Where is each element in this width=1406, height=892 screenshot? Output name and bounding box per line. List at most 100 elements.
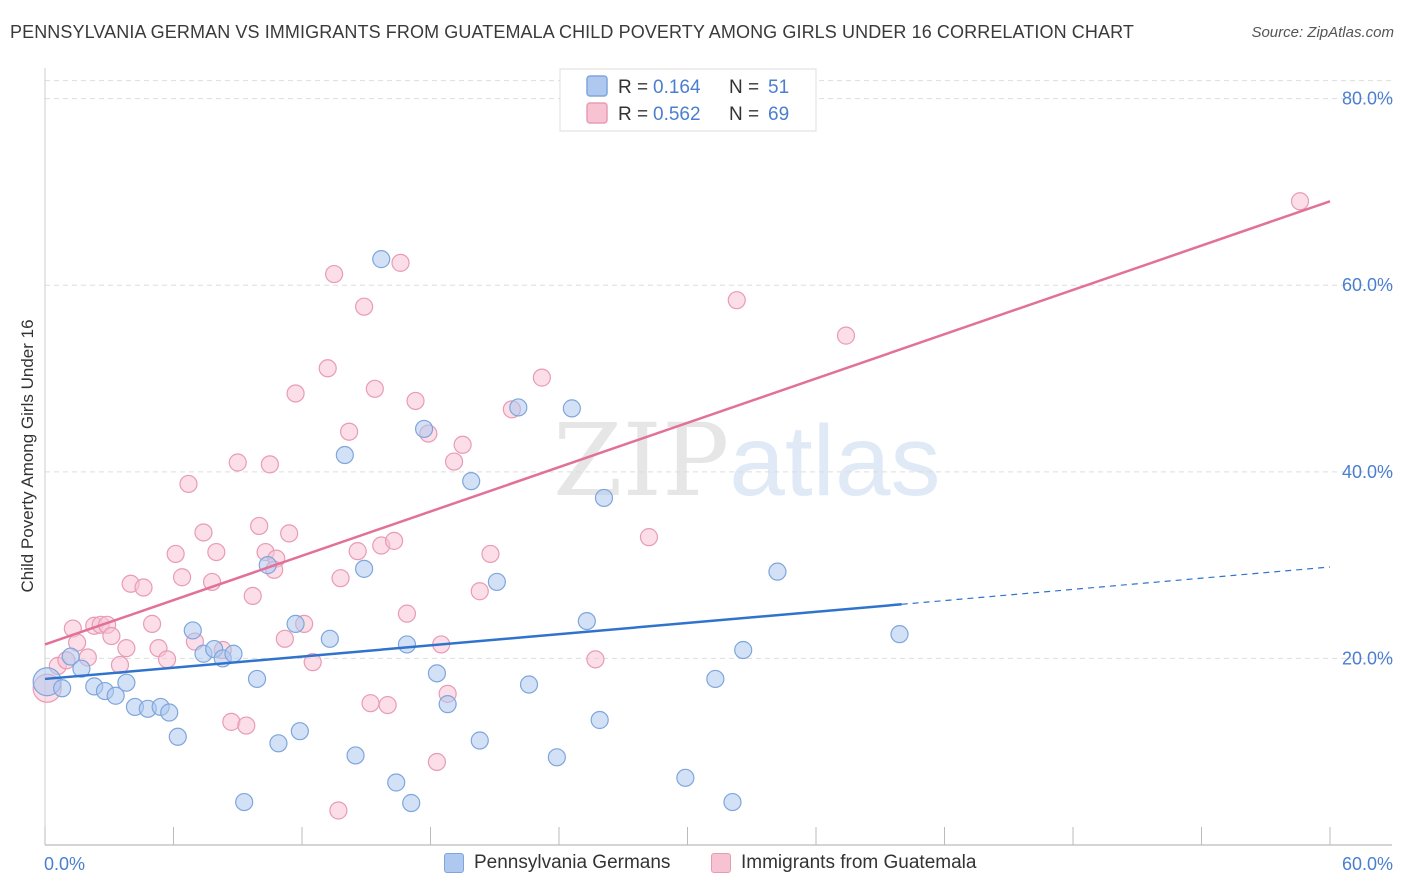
point-guatemala: [157, 650, 177, 669]
point-guatemala: [318, 359, 337, 378]
chart-source: Source: ZipAtlas.com: [1251, 24, 1394, 41]
point-guatemala: [406, 391, 425, 411]
bottom-legend: Pennsylvania Germans Immigrants from Gua…: [0, 852, 1406, 878]
point-pennsylvania-german: [290, 722, 309, 741]
point-pennsylvania-german: [723, 792, 742, 812]
y-tick-label: 80.0%: [1342, 89, 1393, 109]
point-guatemala: [427, 752, 447, 772]
point-pennsylvania-german: [355, 559, 374, 578]
legend-item-immigrants-guatemala[interactable]: Immigrants from Guatemala: [711, 852, 976, 874]
top-legend-r-value: 0.164: [653, 77, 701, 98]
point-pennsylvania-german: [577, 611, 596, 631]
point-pennsylvania-german: [734, 640, 753, 660]
point-guatemala: [117, 639, 136, 658]
legend-label-pennsylvania-germans: Pennsylvania Germans: [474, 852, 671, 873]
point-pennsylvania-german: [372, 250, 391, 269]
top-legend-n-value: 69: [768, 104, 789, 125]
point-pennsylvania-german: [397, 635, 417, 654]
point-guatemala: [391, 253, 410, 272]
point-pennsylvania-german: [594, 488, 614, 508]
point-guatemala: [194, 523, 213, 542]
chart-title: PENNSYLVANIA GERMAN VS IMMIGRANTS FROM G…: [10, 22, 1134, 42]
point-guatemala: [142, 614, 162, 633]
watermark-atlas: atlas: [729, 405, 941, 517]
point-guatemala: [222, 712, 241, 731]
point-pennsylvania-german: [61, 647, 80, 666]
point-pennsylvania-german: [286, 614, 305, 633]
point-guatemala: [1290, 192, 1310, 211]
point-guatemala: [470, 582, 489, 601]
point-guatemala: [275, 629, 294, 648]
top-legend-r-label: R =: [618, 104, 648, 125]
y-tick-label: 20.0%: [1342, 648, 1393, 668]
point-pennsylvania-german: [676, 768, 695, 787]
point-guatemala: [134, 578, 153, 597]
legend-swatch-pink: [711, 853, 731, 873]
point-guatemala: [331, 569, 350, 588]
point-pennsylvania-german: [72, 659, 91, 678]
point-pennsylvania-german: [235, 792, 254, 812]
top-legend-n-label: N =: [729, 104, 759, 125]
top-legend-swatch: [586, 75, 608, 97]
trend-line-pennsylvania-germans-extension: [901, 566, 1331, 605]
point-guatemala: [286, 384, 305, 403]
legend-swatch-blue: [444, 853, 464, 873]
point-guatemala: [303, 653, 322, 672]
y-tick-label: 40.0%: [1342, 462, 1393, 482]
point-pennsylvania-german: [346, 746, 365, 765]
point-guatemala: [586, 650, 605, 669]
legend-item-pennsylvania-germans[interactable]: Pennsylvania Germans: [444, 852, 670, 874]
point-pennsylvania-german: [427, 664, 447, 683]
point-guatemala: [384, 531, 404, 550]
y-axis-label: Child Poverty Among Girls Under 16: [18, 319, 37, 593]
point-pennsylvania-german: [168, 727, 187, 746]
point-pennsylvania-german: [562, 399, 581, 418]
point-pennsylvania-german: [706, 669, 725, 689]
point-guatemala: [639, 528, 659, 547]
point-guatemala: [250, 516, 269, 536]
point-guatemala: [361, 694, 380, 713]
point-guatemala: [237, 716, 256, 735]
point-pennsylvania-german: [387, 773, 406, 792]
top-legend-r-label: R =: [618, 77, 648, 98]
point-guatemala: [329, 801, 348, 820]
watermark: ZIPatlas: [553, 402, 941, 519]
point-pennsylvania-german: [160, 703, 179, 722]
y-tick-label: 60.0%: [1342, 275, 1393, 295]
point-pennsylvania-german: [768, 562, 787, 581]
point-guatemala: [355, 297, 374, 316]
point-guatemala: [397, 604, 417, 623]
point-guatemala: [179, 474, 198, 494]
point-pennsylvania-german: [547, 748, 566, 767]
point-guatemala: [340, 422, 359, 441]
point-pennsylvania-german: [462, 472, 481, 491]
point-pennsylvania-german: [269, 734, 288, 753]
point-pennsylvania-german: [509, 398, 528, 417]
point-pennsylvania-german: [320, 629, 339, 648]
point-pennsylvania-german: [183, 621, 202, 640]
point-guatemala: [378, 695, 397, 715]
top-legend-swatch: [586, 102, 608, 124]
trend-line-guatemala: [44, 200, 1331, 646]
point-guatemala: [228, 453, 247, 472]
watermark-zip: ZIP: [553, 402, 730, 519]
point-guatemala: [243, 586, 262, 606]
point-guatemala: [102, 626, 121, 646]
point-pennsylvania-german: [470, 731, 489, 750]
trend-line-pennsylvania-germans: [44, 603, 902, 681]
point-guatemala: [280, 524, 299, 543]
point-pennsylvania-german: [117, 673, 136, 692]
point-pennsylvania-german: [106, 686, 125, 705]
point-pennsylvania-german: [402, 793, 421, 813]
point-pennsylvania-german: [247, 669, 267, 689]
top-legend-n-label: N =: [729, 77, 759, 98]
point-pennsylvania-german: [224, 644, 243, 663]
point-guatemala: [532, 368, 551, 387]
point-guatemala: [453, 435, 472, 454]
point-guatemala: [260, 455, 279, 474]
legend-label-immigrants-guatemala: Immigrants from Guatemala: [741, 852, 977, 873]
point-guatemala: [172, 568, 192, 587]
point-pennsylvania-german: [335, 445, 354, 465]
point-guatemala: [348, 542, 367, 561]
point-pennsylvania-german: [438, 695, 457, 714]
